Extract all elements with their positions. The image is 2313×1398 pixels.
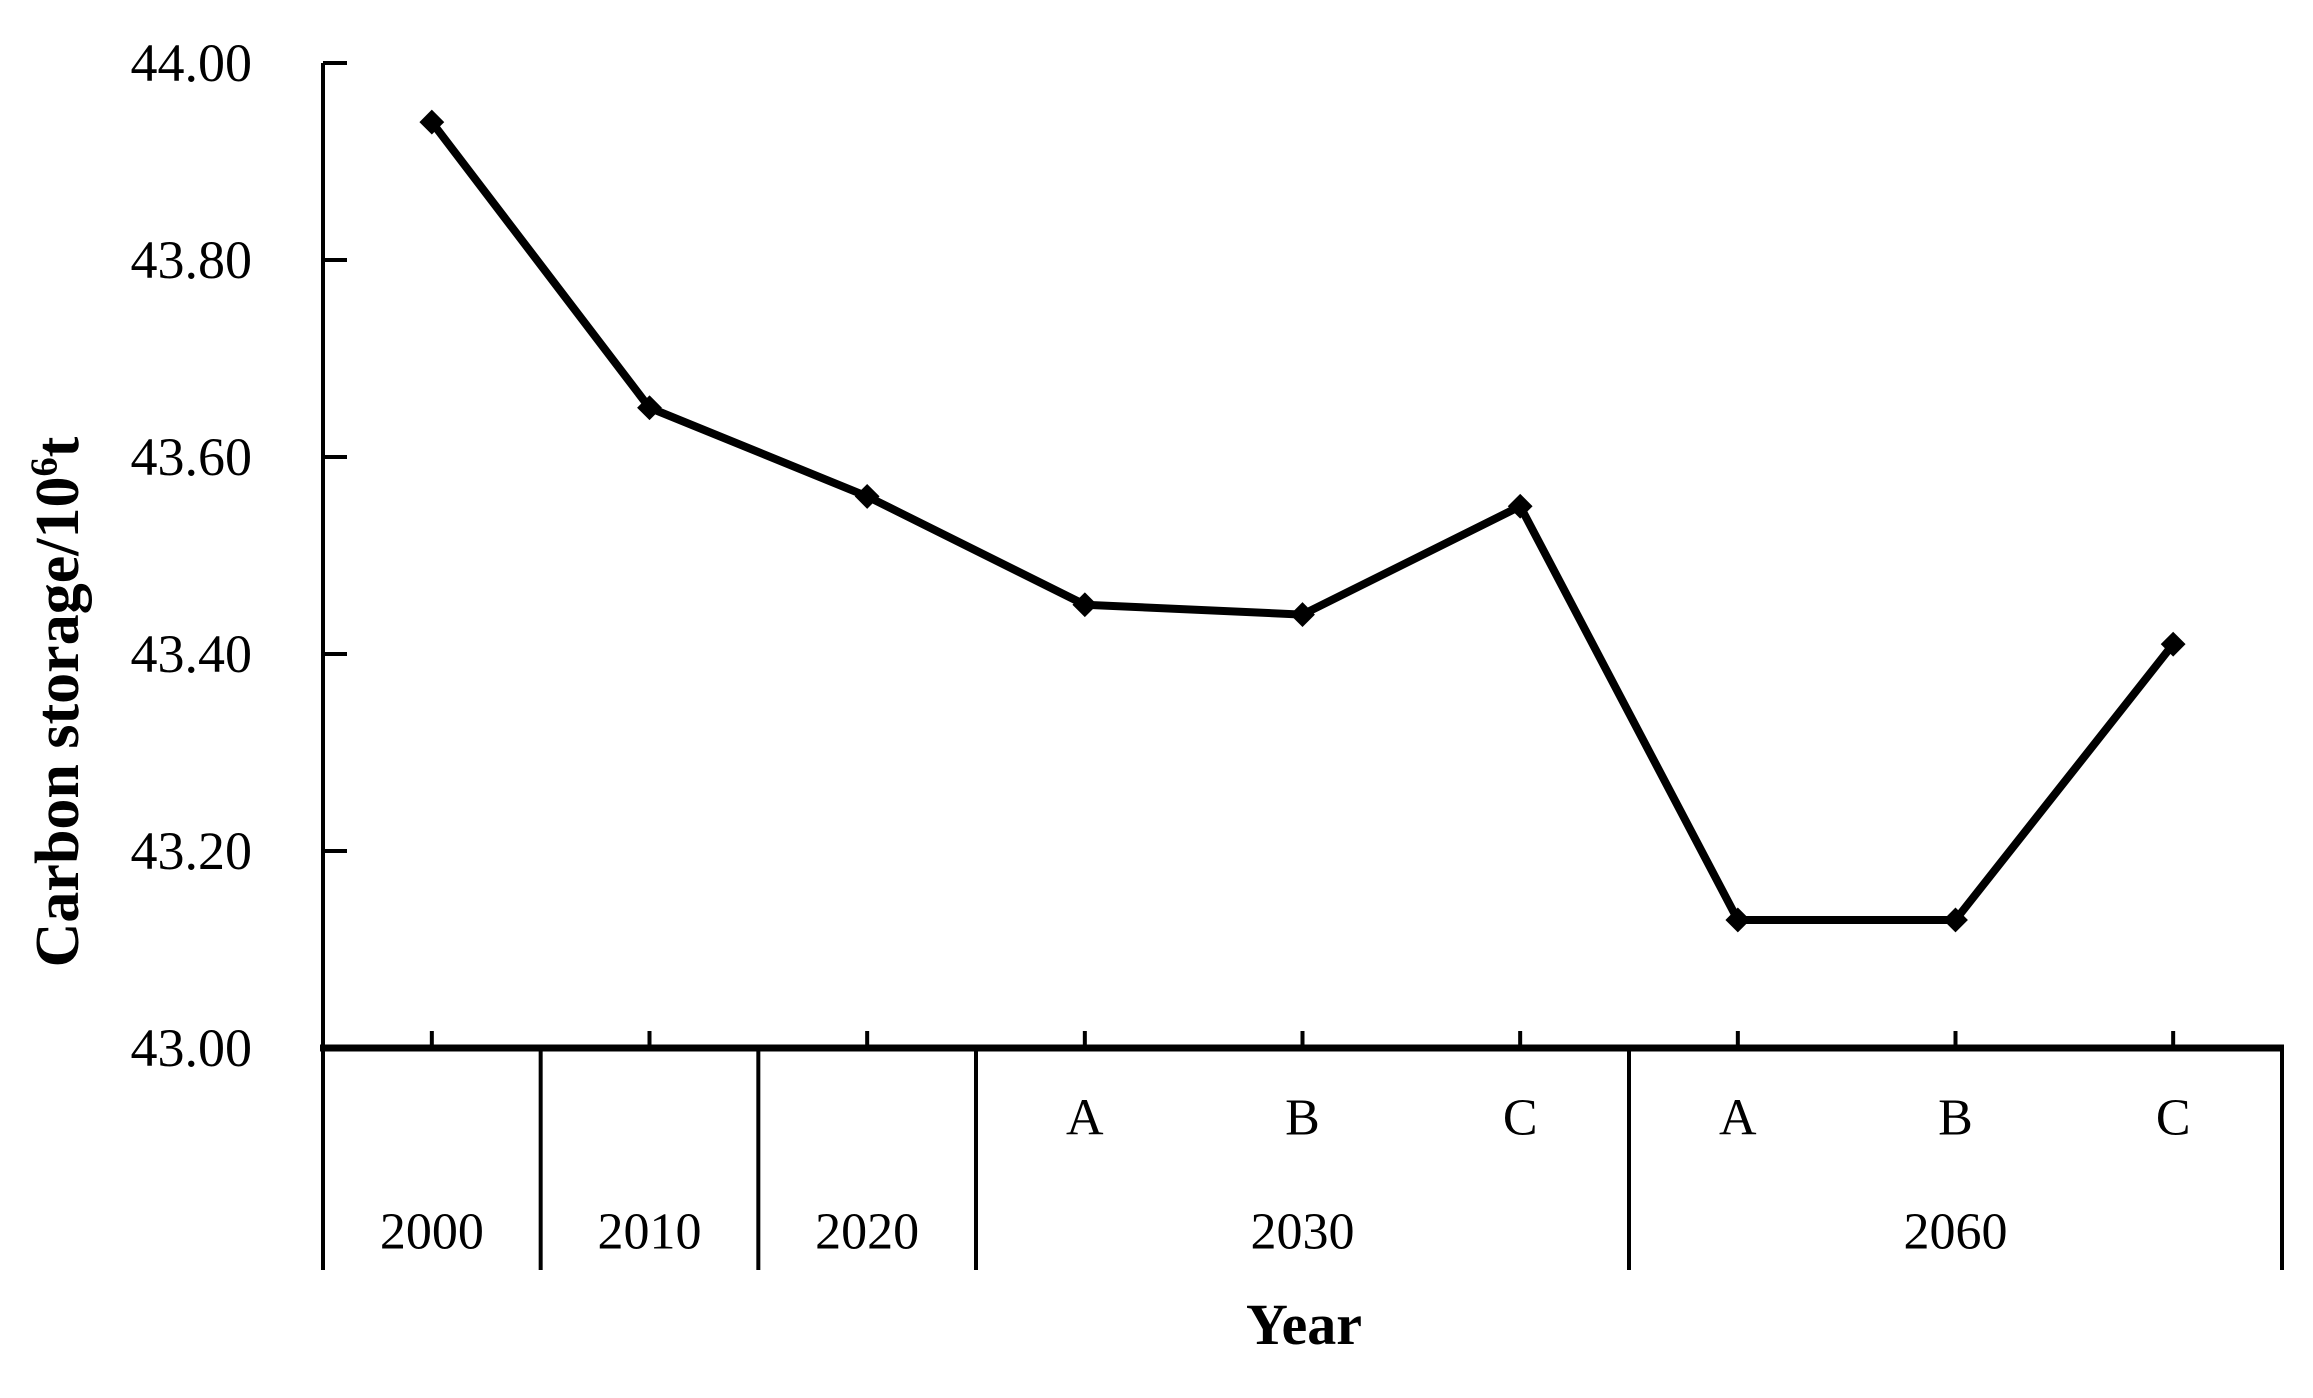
scenario-label: B (1938, 1090, 1973, 1147)
data-point-marker (637, 395, 662, 421)
data-point-marker (1943, 907, 1968, 933)
data-line (427, 118, 2178, 924)
y-tick-label: 43.40 (131, 624, 253, 684)
data-point-marker (854, 483, 880, 509)
year-label: 2060 (1904, 1204, 2008, 1261)
scenario-label: C (2156, 1090, 2191, 1147)
year-label: 2030 (1251, 1204, 1355, 1261)
year-label: 2020 (815, 1204, 919, 1261)
data-point-marker (1507, 493, 1533, 519)
data-point-marker (2160, 631, 2186, 657)
y-tick-label: 43.00 (131, 1018, 253, 1078)
scenario-label: C (1503, 1090, 1538, 1147)
scenario-label: B (1285, 1090, 1320, 1147)
scenario-label: A (1066, 1090, 1104, 1147)
y-tick-label: 43.20 (131, 821, 253, 881)
y-tick-label: 43.80 (131, 230, 253, 290)
y-tick-label: 43.60 (131, 427, 253, 487)
x-axis-title: Year (1246, 1292, 1362, 1357)
data-point-marker (1725, 907, 1751, 933)
data-point-marker (419, 109, 445, 135)
year-label: 2010 (598, 1204, 702, 1261)
data-point-marker (1072, 592, 1098, 618)
scenario-label: A (1719, 1090, 1757, 1147)
year-label: 2000 (380, 1204, 484, 1261)
data-point-marker (1290, 602, 1315, 628)
y-tick-label: 44.00 (131, 33, 253, 93)
